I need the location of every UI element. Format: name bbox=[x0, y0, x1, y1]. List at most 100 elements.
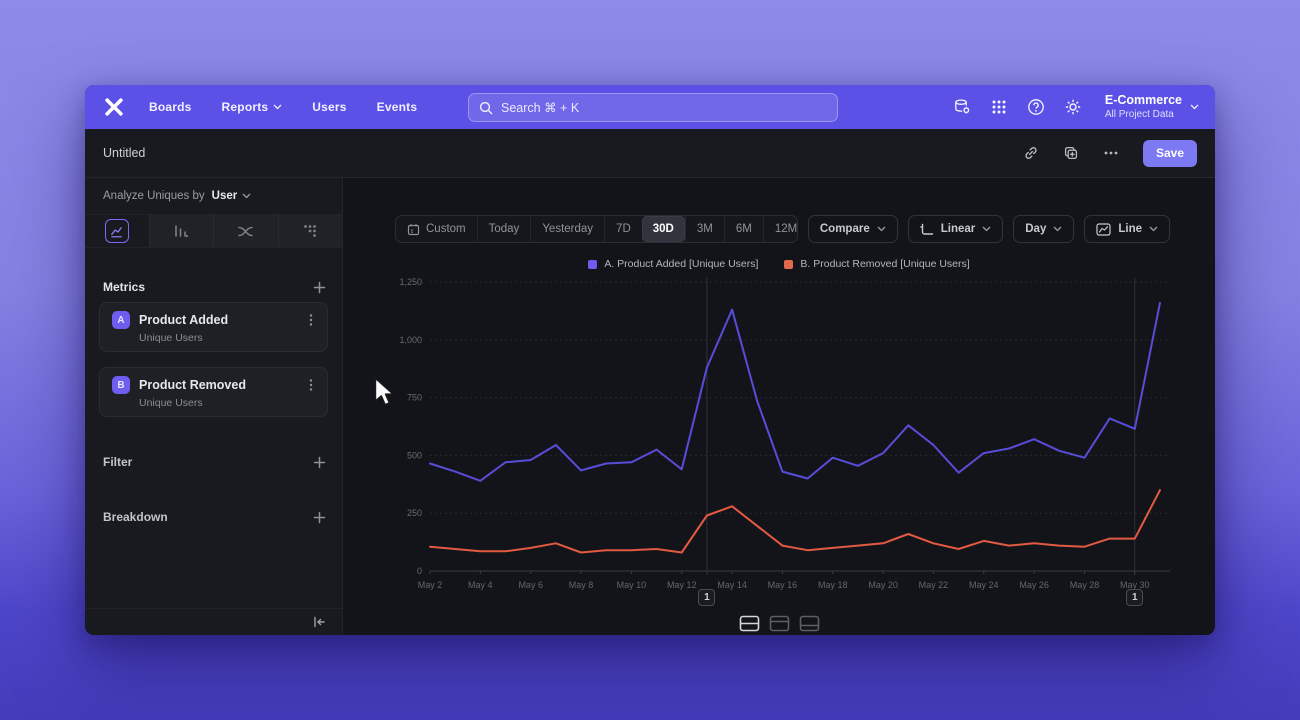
copy-link-icon[interactable] bbox=[1023, 145, 1039, 161]
svg-text:May 22: May 22 bbox=[919, 580, 949, 590]
svg-text:May 10: May 10 bbox=[617, 580, 647, 590]
svg-text:0: 0 bbox=[417, 566, 422, 576]
mixpanel-logo-icon[interactable] bbox=[103, 96, 125, 118]
metric-measurement[interactable]: Unique Users bbox=[139, 332, 203, 344]
more-options-icon[interactable] bbox=[1103, 145, 1119, 161]
analyze-label: Analyze Uniques by bbox=[103, 190, 205, 202]
breakdown-label: Breakdown bbox=[103, 510, 168, 524]
project-name: E-Commerce bbox=[1104, 92, 1182, 107]
filter-label: Filter bbox=[103, 455, 133, 469]
svg-text:May 8: May 8 bbox=[569, 580, 594, 590]
range-30d[interactable]: 30D bbox=[641, 216, 685, 242]
add-metric-button[interactable] bbox=[313, 281, 326, 294]
nav-item-boards[interactable]: Boards bbox=[149, 100, 192, 114]
metric-measurement[interactable]: Unique Users bbox=[139, 397, 203, 409]
breakdown-section-header: Breakdown bbox=[85, 507, 342, 527]
linear-axis-icon bbox=[920, 223, 934, 236]
svg-text:May 24: May 24 bbox=[969, 580, 999, 590]
sidebar-footer bbox=[85, 608, 342, 635]
apps-grid-icon[interactable] bbox=[990, 98, 1008, 116]
analyze-entity-dropdown[interactable]: User bbox=[211, 190, 238, 202]
legend-item-b[interactable]: B. Product Removed [Unique Users] bbox=[784, 258, 970, 270]
report-title[interactable]: Untitled bbox=[103, 146, 146, 160]
search-input[interactable]: Search ⌘ + K bbox=[468, 93, 838, 122]
chevron-down-icon bbox=[1190, 104, 1199, 110]
svg-text:500: 500 bbox=[407, 450, 422, 460]
save-button[interactable]: Save bbox=[1142, 139, 1197, 167]
chart-type-dropdown[interactable]: Line bbox=[1084, 215, 1170, 243]
svg-text:May 20: May 20 bbox=[868, 580, 898, 590]
legend-swatch-a bbox=[588, 259, 598, 269]
add-filter-button[interactable] bbox=[313, 456, 326, 469]
chevron-down-icon bbox=[1149, 226, 1158, 232]
legend-item-a[interactable]: A. Product Added [Unique Users] bbox=[588, 258, 758, 270]
metric-card-b[interactable]: B Product Removed Unique Users bbox=[99, 367, 328, 417]
svg-text:May 14: May 14 bbox=[717, 580, 747, 590]
metric-menu-icon[interactable] bbox=[305, 378, 317, 392]
project-switcher[interactable]: E-Commerce All Project Data bbox=[1105, 93, 1199, 121]
scale-dropdown[interactable]: Linear bbox=[907, 215, 1004, 243]
annotation-marker-1[interactable]: 1 bbox=[698, 589, 716, 606]
data-management-icon[interactable] bbox=[953, 98, 971, 116]
tab-retention[interactable] bbox=[277, 215, 342, 247]
interval-dropdown[interactable]: Day bbox=[1013, 215, 1075, 243]
report-header: Untitled Save bbox=[85, 129, 1215, 178]
chart-legend: A. Product Added [Unique Users] B. Produ… bbox=[343, 258, 1215, 270]
svg-text:May 6: May 6 bbox=[518, 580, 543, 590]
settings-gear-icon[interactable] bbox=[1064, 98, 1082, 116]
chevron-down-icon bbox=[1053, 226, 1062, 232]
metric-badge-a: A bbox=[112, 311, 130, 329]
collapse-sidebar-icon[interactable] bbox=[312, 615, 326, 629]
range-yesterday[interactable]: Yesterday bbox=[530, 216, 604, 242]
app-window: Boards Reports Users Events Search ⌘ + K bbox=[85, 85, 1215, 635]
duplicate-icon[interactable] bbox=[1063, 145, 1079, 161]
layout-bottom-section-button[interactable] bbox=[799, 615, 820, 632]
chevron-down-icon bbox=[242, 193, 251, 199]
calendar-icon bbox=[407, 223, 420, 236]
add-breakdown-button[interactable] bbox=[313, 511, 326, 524]
help-icon[interactable] bbox=[1027, 98, 1045, 116]
top-navbar: Boards Reports Users Events Search ⌘ + K bbox=[85, 85, 1215, 129]
layout-split-rows-button[interactable] bbox=[739, 615, 760, 632]
analyze-row: Analyze Uniques by User bbox=[85, 178, 342, 215]
svg-text:May 28: May 28 bbox=[1070, 580, 1100, 590]
chart-panel: 0 250 500 750 1,000 1,250 May 2 May 4 May 6 May 8… bbox=[343, 178, 1215, 635]
range-custom[interactable]: Custom bbox=[396, 216, 477, 242]
chevron-down-icon bbox=[273, 104, 282, 110]
svg-text:May 16: May 16 bbox=[768, 580, 798, 590]
range-6m[interactable]: 6M bbox=[723, 216, 763, 242]
tab-insights[interactable] bbox=[85, 215, 149, 247]
tab-flows[interactable] bbox=[213, 215, 278, 247]
compare-button[interactable]: Compare bbox=[807, 215, 898, 243]
annotation-marker-2[interactable]: 1 bbox=[1126, 589, 1144, 606]
svg-text:May 30: May 30 bbox=[1120, 580, 1150, 590]
layout-toggle-group bbox=[343, 615, 1215, 632]
range-7d[interactable]: 7D bbox=[604, 216, 642, 242]
metric-menu-icon[interactable] bbox=[305, 313, 317, 327]
nav-item-reports[interactable]: Reports bbox=[222, 100, 283, 114]
svg-text:750: 750 bbox=[407, 393, 422, 403]
range-3m[interactable]: 3M bbox=[684, 216, 724, 242]
date-range-segmented-control: Custom Today Yesterday 7D 30D 3M 6M 12M bbox=[395, 215, 798, 243]
nav-item-users[interactable]: Users bbox=[312, 100, 347, 114]
metric-card-a[interactable]: A Product Added Unique Users bbox=[99, 302, 328, 352]
search-icon bbox=[479, 101, 493, 115]
query-sidebar: Analyze Uniques by User bbox=[85, 178, 343, 635]
range-today[interactable]: Today bbox=[476, 216, 531, 242]
metric-name: Product Added bbox=[139, 313, 229, 327]
line-chart[interactable]: 0 250 500 750 1,000 1,250 May 2 May 4 May 6 May 8… bbox=[343, 178, 1215, 635]
tab-funnels[interactable] bbox=[148, 215, 213, 247]
svg-text:250: 250 bbox=[407, 508, 422, 518]
svg-text:May 18: May 18 bbox=[818, 580, 848, 590]
range-12m[interactable]: 12M bbox=[762, 216, 797, 242]
chart-toolbar: Custom Today Yesterday 7D 30D 3M 6M 12M … bbox=[395, 215, 1170, 243]
nav-item-events[interactable]: Events bbox=[376, 100, 418, 114]
chevron-down-icon bbox=[982, 226, 991, 232]
metrics-section-header: Metrics bbox=[85, 277, 342, 297]
search-placeholder: Search ⌘ + K bbox=[501, 101, 580, 115]
layout-top-section-button[interactable] bbox=[769, 615, 790, 632]
metric-badge-b: B bbox=[112, 376, 130, 394]
metrics-label: Metrics bbox=[103, 280, 146, 294]
metric-name: Product Removed bbox=[139, 378, 246, 392]
svg-text:1,250: 1,250 bbox=[399, 277, 422, 287]
